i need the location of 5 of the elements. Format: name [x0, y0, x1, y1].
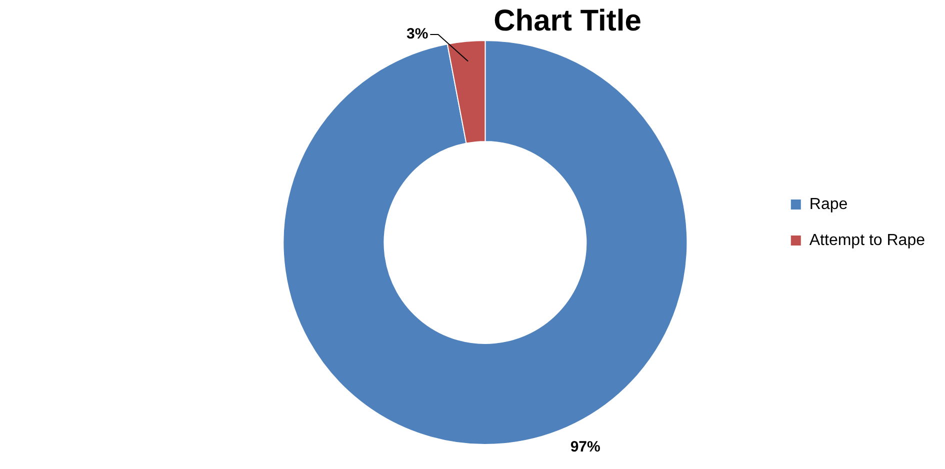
- data-label: 97%: [570, 438, 600, 456]
- legend-label: Rape: [809, 196, 848, 213]
- chart-title: Chart Title: [494, 4, 642, 38]
- data-label: 3%: [406, 26, 428, 43]
- legend-label: Attempt to Rape: [809, 232, 926, 249]
